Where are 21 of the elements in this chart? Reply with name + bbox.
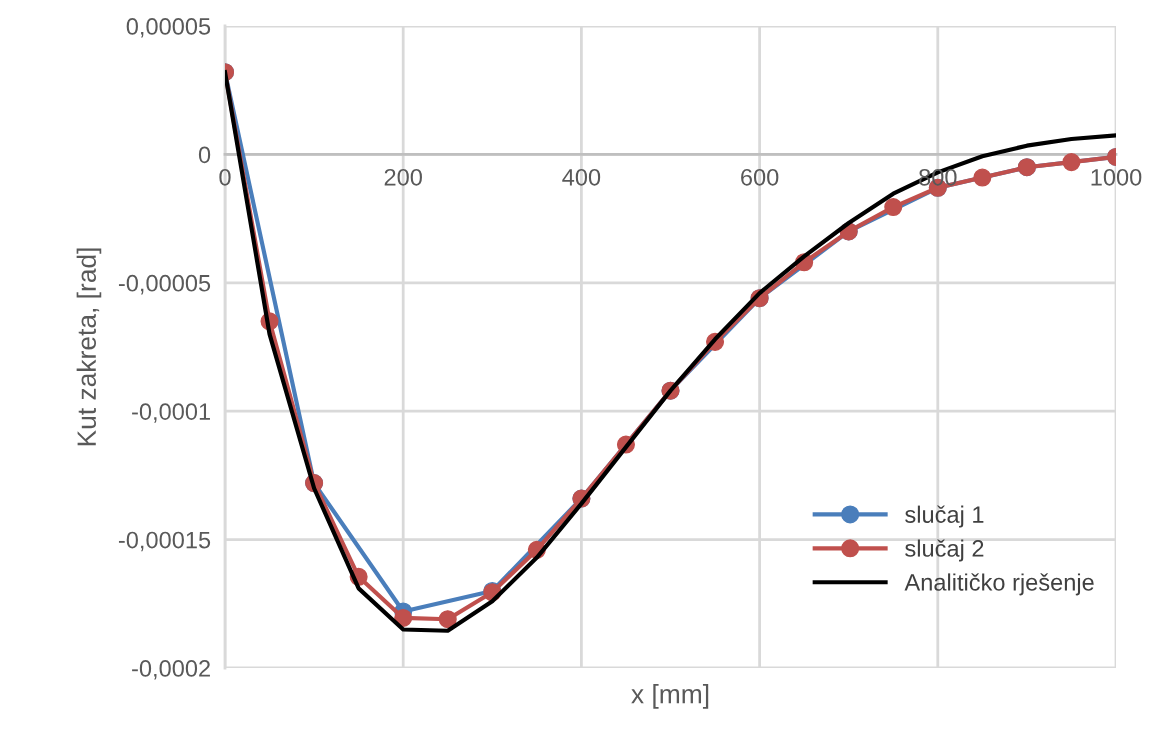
point [1062,153,1081,172]
y-axis-title: Kut zakreta, [rad] [76,248,102,446]
point [973,168,992,187]
y-tick-label: -0,0001 [132,403,210,423]
x-axis-title: x [mm] [631,684,709,709]
legend-label: slučaj 2 [905,539,984,562]
y-tick-label: -0,00005 [118,274,211,295]
legend-label: Analitičko rješenje [904,573,1094,596]
y-tick-label: -0,0002 [132,660,210,680]
y-tick-label: 0 [198,146,211,164]
point [394,608,413,627]
legend-label: slučaj 1 [905,505,984,528]
point [438,610,457,629]
y-tick-label: 0,00005 [126,18,211,38]
x-tick-label: 600 [741,168,779,186]
y-tick-label: -0,00015 [118,531,211,552]
x-tick-label: 1000 [1091,168,1142,186]
x-tick-label: 0 [219,168,231,186]
x-tick-label: 400 [562,168,601,186]
point [884,198,903,217]
x-tick-label: 200 [384,168,422,186]
